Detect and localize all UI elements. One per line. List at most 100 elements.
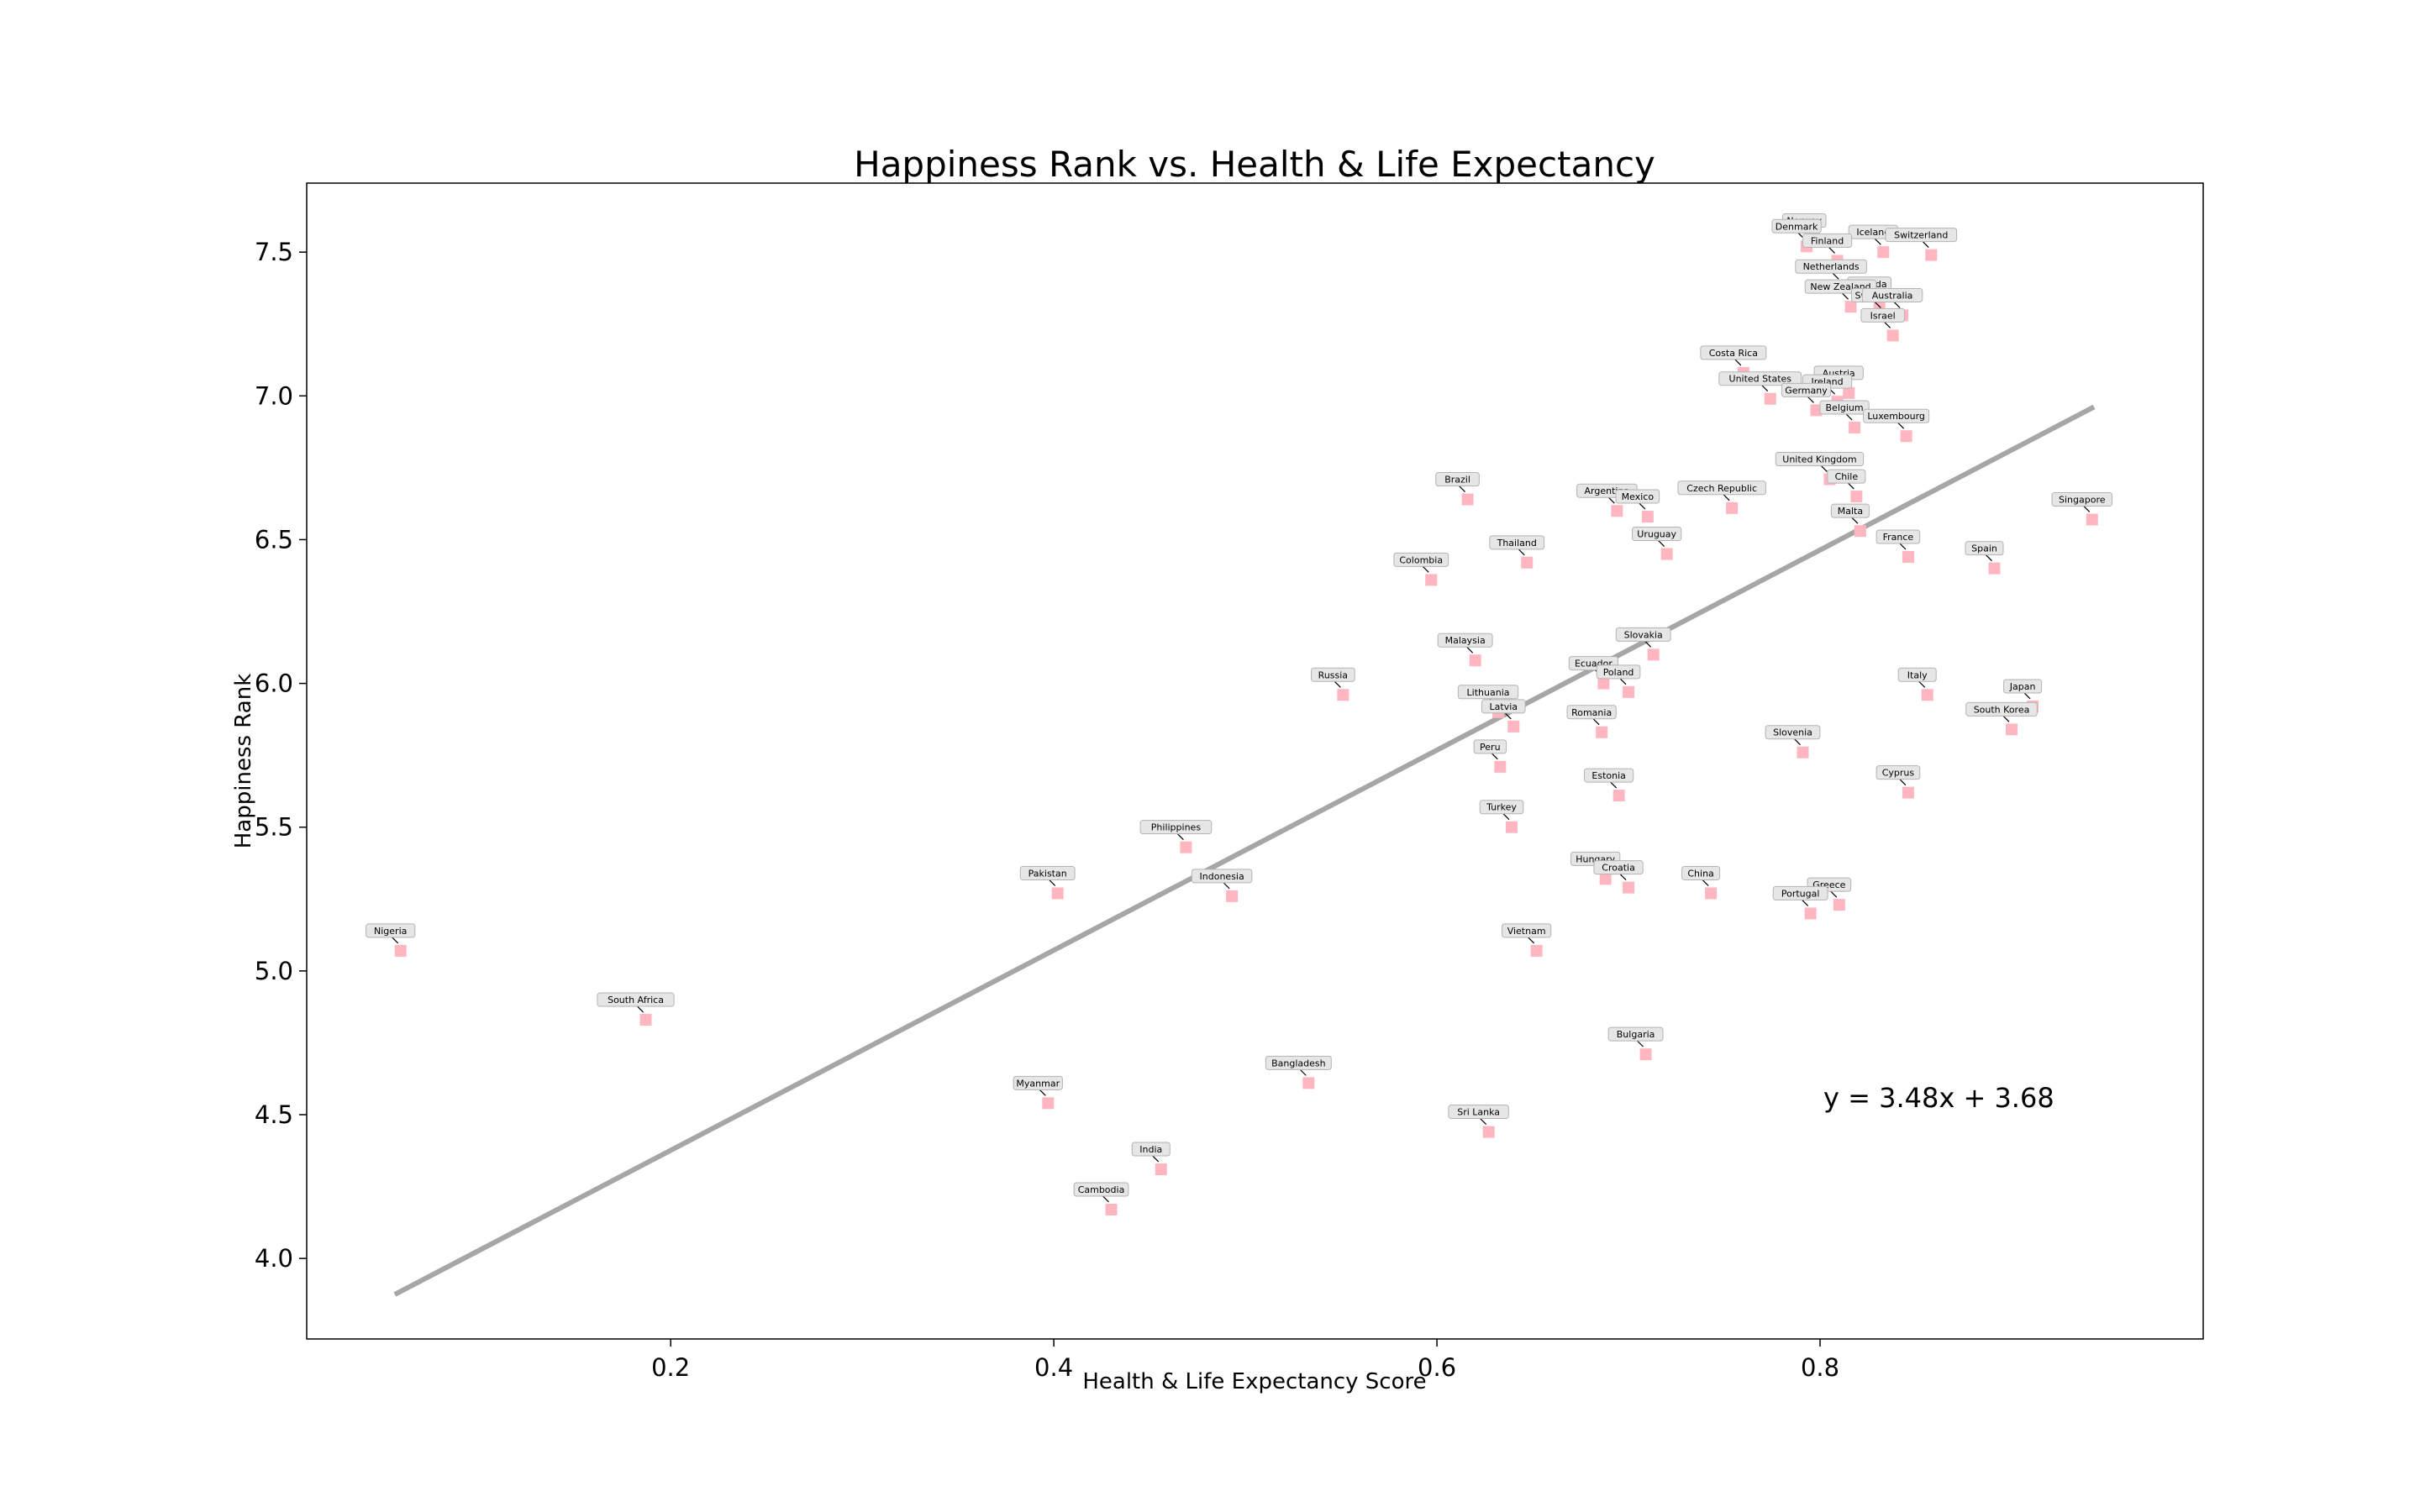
label-arrow xyxy=(1802,899,1809,906)
x-axis-ticks: 0.2 0.4 0.6 0.8 xyxy=(651,1339,1839,1382)
point-label: Spain xyxy=(1971,543,1997,554)
data-point xyxy=(1804,907,1817,920)
point-label: Cyprus xyxy=(1882,768,1915,779)
point-label-box xyxy=(1965,541,2004,556)
data-point xyxy=(1705,887,1718,900)
point-label: Germany xyxy=(1785,385,1828,396)
point-label-box xyxy=(1448,1105,1509,1120)
point-label: Myanmar xyxy=(1016,1078,1060,1089)
label-arrow xyxy=(392,937,399,944)
data-point xyxy=(1886,329,1899,342)
data-point xyxy=(1647,648,1660,661)
point-label: France xyxy=(1883,532,1914,543)
point-label-box xyxy=(1781,382,1832,397)
label-arrow xyxy=(1884,321,1891,328)
data-point xyxy=(1623,685,1635,698)
point-label-box xyxy=(1596,664,1641,680)
point-label: Peru xyxy=(1480,742,1501,753)
point-label: United Kingdom xyxy=(1782,454,1856,465)
point-label-box xyxy=(1489,535,1545,550)
label-arrow xyxy=(1637,1040,1644,1047)
point-label-box xyxy=(1876,529,1921,544)
point-label-box xyxy=(1897,667,1937,682)
label-arrow xyxy=(1851,517,1859,524)
data-point xyxy=(394,944,407,957)
data-point xyxy=(1521,556,1534,569)
data-point xyxy=(1494,760,1507,773)
label-arrow xyxy=(1102,1195,1109,1203)
point-label-box xyxy=(1632,527,1682,542)
point-label-box xyxy=(1502,923,1552,938)
point-label: Poland xyxy=(1603,667,1634,678)
label-arrow xyxy=(1828,246,1835,254)
point-label: Denmark xyxy=(1776,221,1818,232)
data-point xyxy=(2006,723,2018,736)
data-point xyxy=(1180,841,1192,853)
point-label: Costa Rica xyxy=(1709,348,1758,359)
point-label: Indonesia xyxy=(1200,871,1244,882)
point-label-box xyxy=(1265,1055,1332,1070)
point-label: Israel xyxy=(1870,310,1896,321)
label-arrow xyxy=(1299,1068,1307,1076)
point-label-box xyxy=(1765,725,1821,740)
point-label-box xyxy=(1965,701,2038,717)
point-label-box xyxy=(1677,480,1766,496)
point-label-box xyxy=(1073,1182,1129,1197)
point-label-box xyxy=(1771,218,1822,234)
point-label-box xyxy=(1481,699,1526,714)
label-arrow xyxy=(1658,540,1665,547)
point-label-box xyxy=(1139,820,1213,835)
point-label: South Korea xyxy=(1974,704,2030,715)
point-label-box xyxy=(1615,627,1671,642)
label-arrow xyxy=(637,1005,644,1013)
point-label: United States xyxy=(1729,374,1792,385)
point-label: Brazil xyxy=(1444,475,1470,486)
label-arrow xyxy=(1039,1089,1046,1096)
x-tick-label: 0.2 xyxy=(651,1353,690,1382)
label-arrow xyxy=(1518,549,1525,556)
data-point xyxy=(1833,899,1845,911)
label-arrow xyxy=(1922,241,1929,248)
x-axis-label: Health & Life Expectancy Score xyxy=(1082,1369,1426,1394)
label-arrow xyxy=(1874,302,1881,308)
data-point xyxy=(1623,881,1635,894)
label-arrow xyxy=(1899,543,1907,550)
point-label: Sri Lanka xyxy=(1457,1107,1500,1118)
label-arrow xyxy=(1734,359,1742,366)
point-label: Colombia xyxy=(1399,554,1443,565)
point-label: Chile xyxy=(1835,471,1859,482)
label-arrow xyxy=(1619,874,1627,881)
label-arrow xyxy=(1607,496,1615,504)
data-point xyxy=(1844,301,1857,313)
data-point xyxy=(1726,501,1739,514)
label-arrow xyxy=(1491,753,1498,760)
label-arrow xyxy=(1480,1118,1487,1125)
point-label: Malaysia xyxy=(1445,635,1486,646)
data-point xyxy=(1639,1048,1652,1061)
point-label-box xyxy=(597,992,675,1007)
point-label: Romania xyxy=(1571,707,1612,718)
data-point xyxy=(1105,1203,1118,1215)
label-arrow xyxy=(2083,506,2091,512)
data-point xyxy=(1925,249,1938,261)
point-label-box xyxy=(1457,685,1519,700)
data-point xyxy=(639,1014,652,1026)
point-label: Thailand xyxy=(1497,538,1537,549)
point-label: Iceland xyxy=(1856,227,1890,238)
label-arrow xyxy=(1893,302,1901,308)
point-label-box xyxy=(1593,860,1644,875)
trendline-equation: y = 3.48x + 3.68 xyxy=(1823,1082,2054,1114)
label-arrow xyxy=(1897,422,1905,429)
label-arrow xyxy=(1466,646,1474,654)
label-arrow xyxy=(1049,879,1056,886)
data-point xyxy=(1226,890,1239,902)
point-label-box xyxy=(1700,345,1767,360)
label-arrow xyxy=(1723,494,1730,501)
point-label: Slovenia xyxy=(1773,727,1812,738)
point-label: Latvia xyxy=(1490,701,1518,712)
data-point xyxy=(1849,421,1861,433)
point-label-box xyxy=(1775,452,1865,467)
label-arrow xyxy=(1504,712,1512,720)
y-tick-label: 4.5 xyxy=(255,1100,293,1129)
point-label: Uruguay xyxy=(1637,529,1676,540)
